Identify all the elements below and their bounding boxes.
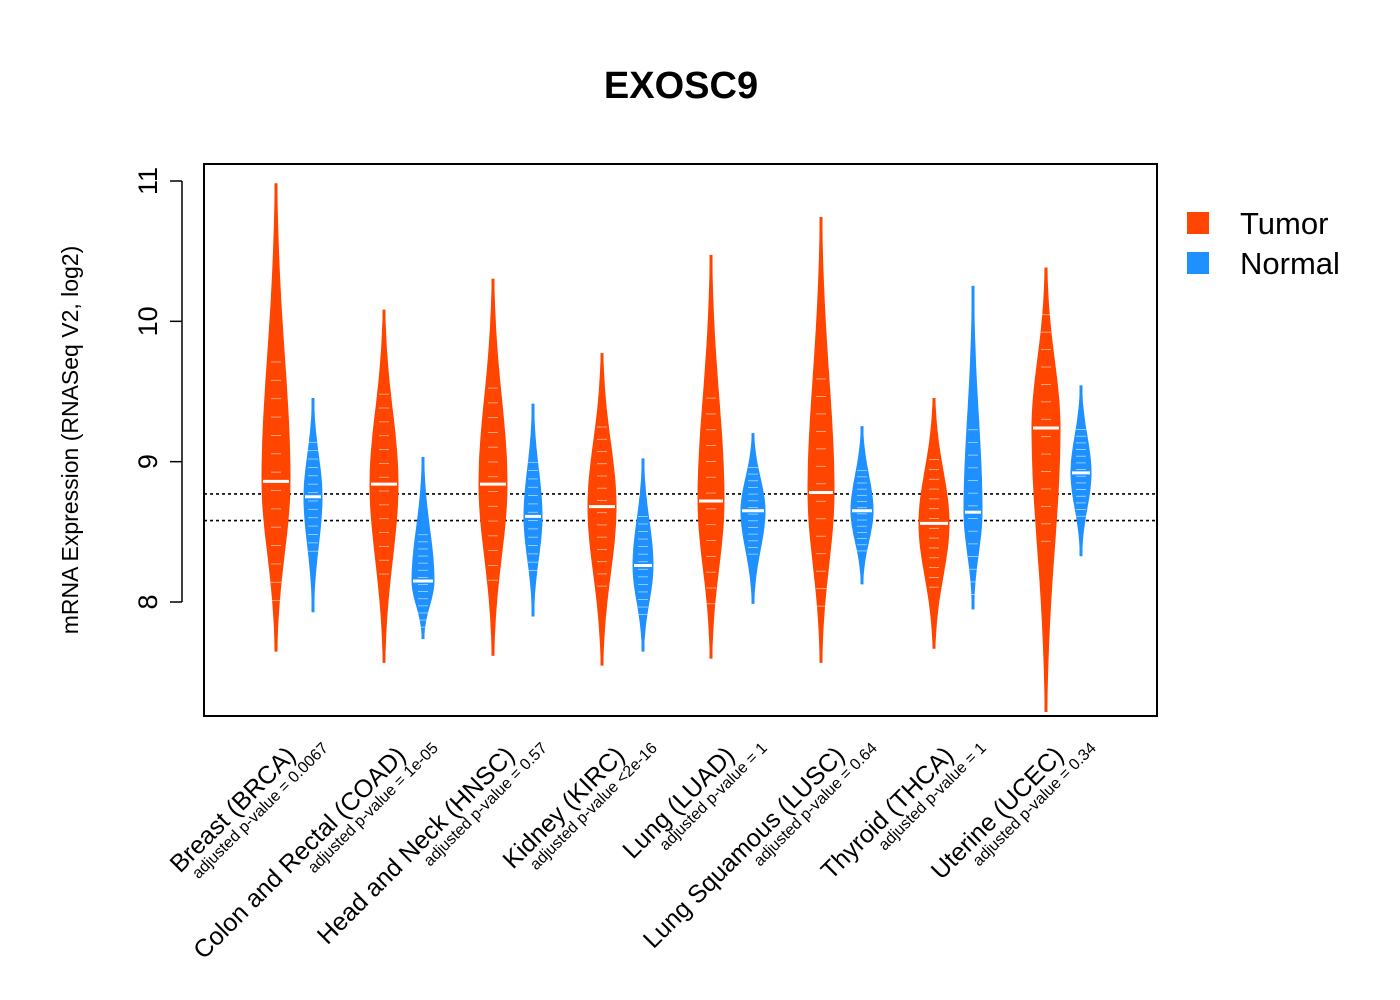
tumor-violin-7 [918, 397, 950, 649]
tumor-violin-5 [697, 254, 725, 659]
y-axis-label: mRNA Expression (RNASeq V2, log2) [57, 246, 83, 635]
y-tick-label: 10 [133, 306, 163, 336]
tumor-violin-2 [369, 309, 399, 663]
normal-violin-8 [1070, 385, 1092, 557]
tumor-violin-8 [1031, 267, 1061, 713]
y-tick-label: 9 [133, 454, 163, 469]
normal-violin-6 [850, 426, 874, 585]
normal-violin-2 [411, 456, 435, 640]
tumor-violin-4 [587, 353, 617, 666]
violins [261, 183, 1092, 713]
normal-violin-7 [963, 285, 983, 610]
legend-swatch-normal [1187, 252, 1209, 274]
tumor-violin-1 [261, 183, 291, 652]
y-tick-label: 11 [133, 167, 163, 195]
legend-swatch-tumor [1187, 212, 1209, 234]
legend: Tumor Normal [1187, 206, 1340, 281]
plot-frame [203, 163, 1158, 717]
tumor-violin-3 [478, 278, 508, 656]
legend-label-tumor: Tumor [1240, 206, 1328, 241]
tumor-violin-6 [807, 216, 835, 663]
normal-violin-3 [523, 403, 543, 617]
x-axis-labels: Breast (BRCA)adjusted p-value = 0.0067Co… [165, 740, 1100, 965]
y-axis: 8 9 10 11 [133, 167, 183, 610]
reference-lines [204, 493, 1157, 522]
chart-title: EXOSC9 [604, 65, 758, 107]
normal-violin-1 [303, 397, 323, 613]
legend-label-normal: Normal [1240, 246, 1340, 281]
y-tick-label: 8 [133, 594, 163, 609]
normal-violin-5 [740, 433, 766, 604]
normal-violin-4 [632, 458, 654, 652]
